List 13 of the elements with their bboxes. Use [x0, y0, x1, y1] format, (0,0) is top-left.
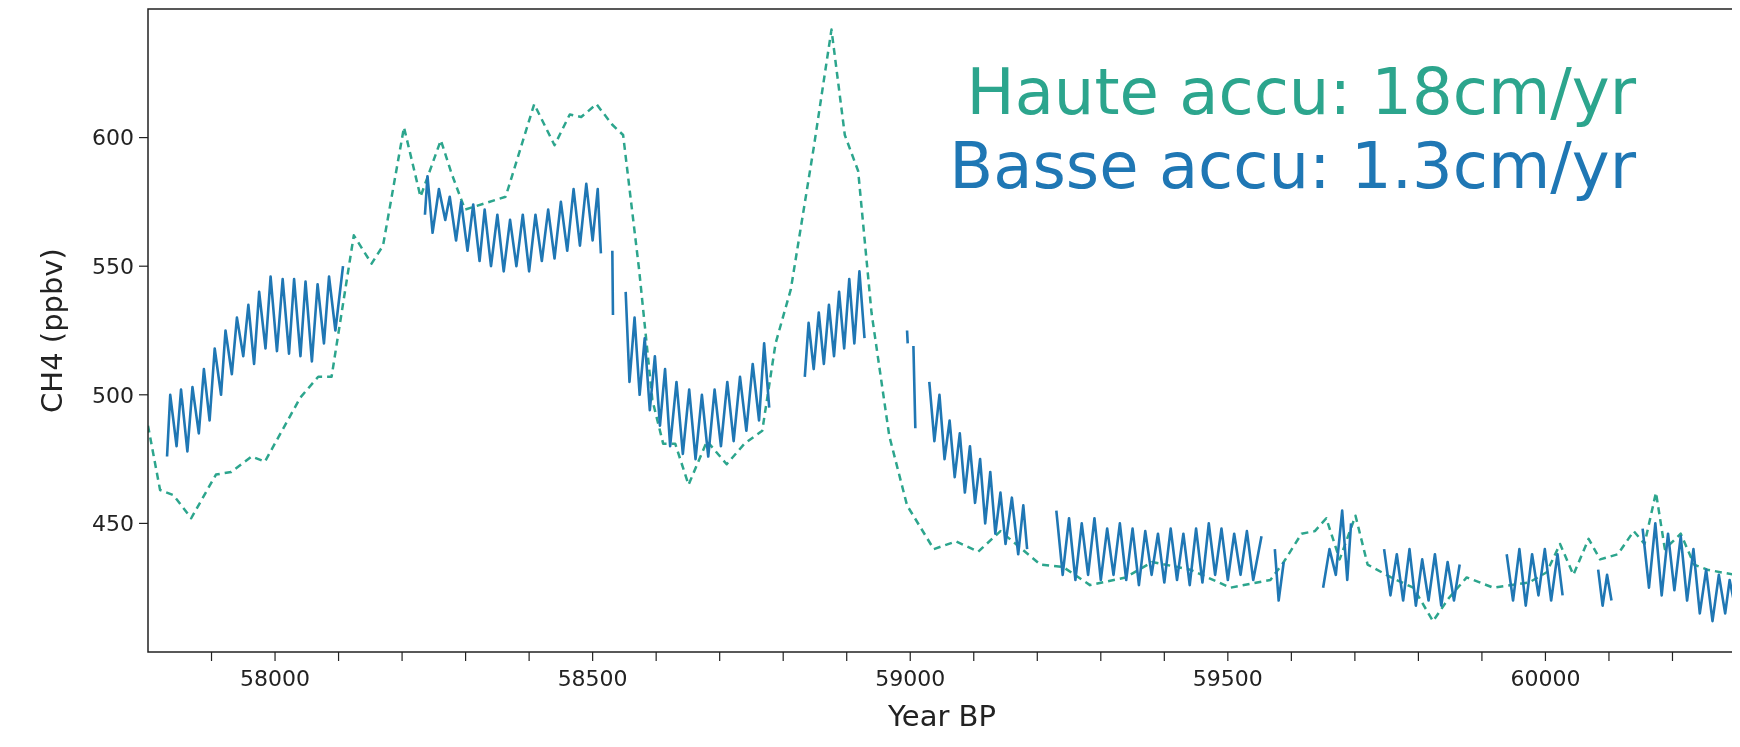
x-axis-title: Year BP — [887, 699, 996, 733]
x-tick-label: 59000 — [875, 666, 946, 691]
y-tick-label: 500 — [92, 382, 134, 408]
series-label: Basse accu: 1.3cm/yr — [949, 129, 1637, 203]
x-tick-label: 59500 — [1192, 666, 1263, 691]
x-tick-label: 60000 — [1510, 666, 1581, 691]
y-tick-label: 600 — [92, 125, 134, 151]
x-tick-label: 58000 — [240, 666, 311, 691]
x-tick-label: 58500 — [557, 666, 628, 691]
y-tick-label: 550 — [92, 253, 134, 279]
y-tick-label: 450 — [92, 511, 134, 537]
series-label: Haute accu: 18cm/yr — [966, 55, 1637, 129]
y-axis-title: CH4 (ppbv) — [35, 248, 69, 413]
